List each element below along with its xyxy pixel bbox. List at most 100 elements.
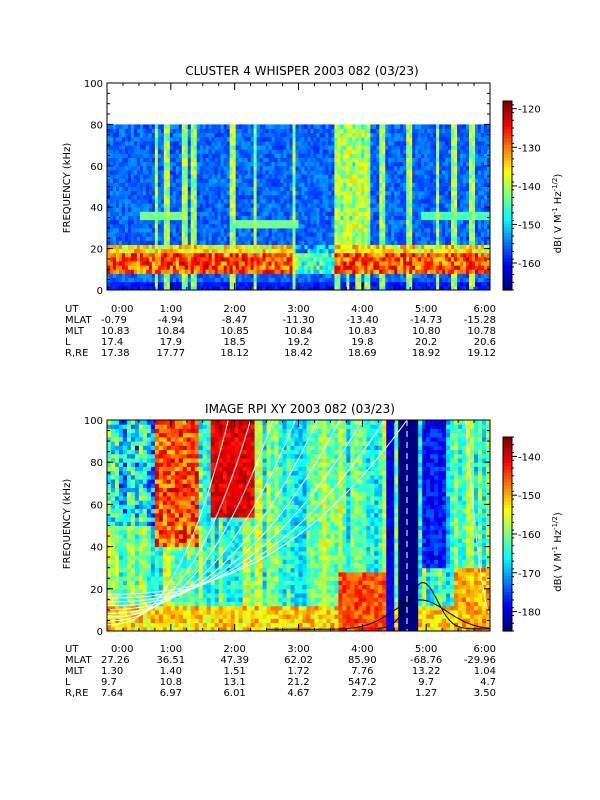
spectrogram-cell — [253, 182, 258, 187]
spectrogram-cell — [115, 128, 120, 134]
spectrogram-cell — [394, 240, 398, 245]
spectrogram-cell — [469, 277, 473, 283]
spectrogram-cell — [268, 182, 273, 187]
spectrogram-cell — [208, 194, 213, 200]
spectrogram-plot — [106, 82, 491, 291]
spectrogram-cell — [112, 256, 117, 262]
spectrogram-cell — [289, 169, 294, 175]
spectrogram-cell — [445, 136, 449, 142]
spectrogram-cell — [310, 223, 314, 229]
spectrogram-cell — [220, 219, 225, 225]
spectrogram-cell — [157, 140, 162, 146]
spectrogram-cell — [265, 140, 270, 146]
spectrogram-cell — [385, 285, 389, 291]
spectrogram-cell — [346, 248, 350, 254]
spectrogram-cell — [475, 232, 479, 237]
spectrogram-cell — [334, 223, 338, 229]
spectrogram-cell — [379, 236, 383, 241]
spectrogram-cell — [184, 132, 189, 138]
spectrogram-cell — [433, 232, 437, 237]
spectrogram-cell — [148, 223, 153, 229]
spectrogram-cell — [301, 157, 305, 163]
spectrogram-cell — [307, 223, 311, 229]
spectrogram-cell — [289, 190, 294, 196]
spectrogram-cell — [313, 223, 317, 229]
spectrogram-cell — [283, 240, 288, 245]
spectrogram-cell — [454, 149, 458, 154]
spectrogram-cell — [364, 169, 368, 175]
spectrogram-cell — [304, 256, 308, 262]
spectrogram-cell — [187, 215, 192, 221]
spectrogram-cell — [280, 261, 285, 266]
spectrogram-cell — [223, 182, 228, 187]
spectrogram-cell — [370, 215, 374, 221]
spectrogram-cell — [157, 182, 162, 187]
spectrogram-cell — [457, 145, 461, 150]
spectrogram-cell — [397, 178, 401, 183]
spectrogram-cell — [463, 157, 467, 163]
spectrogram-cell — [145, 211, 150, 216]
spectrogram-cell — [337, 223, 341, 229]
spectrogram-cell — [328, 157, 332, 163]
spectrogram-cell — [127, 145, 132, 150]
spectrogram-cell — [283, 211, 288, 216]
spectrogram-cell — [466, 136, 470, 142]
spectrogram-cell — [247, 145, 252, 150]
spectrogram-cell — [259, 190, 264, 196]
spectrogram-cell — [244, 285, 249, 291]
spectrogram-cell — [469, 190, 473, 196]
spectrogram-cell — [454, 145, 458, 150]
spectrogram-cell — [349, 252, 353, 258]
spectrogram-cell — [130, 182, 135, 187]
spectrogram-cell — [244, 244, 249, 250]
spectrogram-cell — [400, 153, 404, 159]
spectrogram-cell — [238, 178, 243, 183]
spectrogram-cell — [109, 153, 114, 159]
spectrogram-cell — [418, 252, 422, 258]
spectrogram-cell — [313, 236, 317, 241]
spectrogram-cell — [214, 215, 219, 221]
spectrogram-cell — [244, 190, 249, 196]
spectrogram-cell — [343, 198, 347, 204]
spectrogram-cell — [298, 136, 302, 142]
spectrogram-cell — [118, 256, 123, 262]
spectrogram-cell — [283, 165, 288, 171]
spectrogram-cell — [454, 269, 458, 274]
spectrogram-cell — [211, 277, 216, 283]
spectrogram-cell — [259, 232, 264, 237]
spectrogram-cell — [316, 244, 320, 250]
spectrogram-cell — [124, 227, 129, 233]
spectrogram-cell — [259, 178, 264, 183]
spectrogram-cell — [238, 132, 243, 138]
spectrogram-cell — [358, 161, 362, 167]
spectrogram-cell — [361, 136, 365, 142]
spectrogram-cell — [217, 219, 222, 225]
spectrogram-cell — [115, 232, 120, 237]
spectrogram-cell — [346, 190, 350, 196]
spectrogram-cell — [133, 281, 138, 287]
spectrogram-cell — [187, 174, 192, 179]
spectrogram-cell — [352, 190, 356, 196]
spectrogram-cell — [373, 211, 377, 216]
spectrogram-cell — [211, 281, 216, 287]
spectrogram-cell — [163, 256, 168, 262]
spectrogram-cell — [241, 219, 246, 225]
spectrogram-cell — [211, 194, 216, 200]
spectrogram-cell — [415, 219, 419, 225]
spectrogram-cell — [454, 169, 458, 175]
spectrogram-cell — [199, 252, 204, 258]
spectrogram-cell — [148, 215, 153, 221]
spectrogram-cell — [424, 219, 428, 225]
spectrogram-cell — [232, 128, 237, 134]
spectrogram-cell — [415, 153, 419, 159]
spectrogram-cell — [292, 203, 297, 208]
spectrogram-cell — [418, 281, 422, 287]
spectrogram-cell — [199, 145, 204, 150]
spectrogram-cell — [346, 207, 350, 212]
spectrogram-cell — [304, 244, 308, 250]
spectrogram-cell — [214, 207, 219, 212]
spectrogram-cell — [208, 132, 213, 138]
spectrogram-cell — [109, 128, 114, 134]
spectrogram-cell — [223, 261, 228, 266]
spectrogram-cell — [394, 136, 398, 142]
